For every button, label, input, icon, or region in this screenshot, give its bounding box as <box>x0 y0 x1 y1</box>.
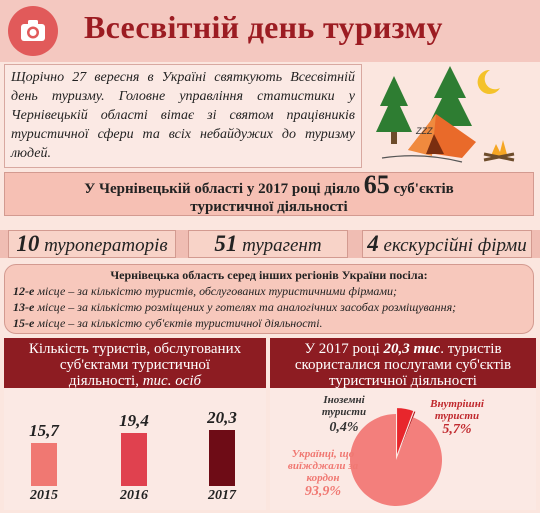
subjects-prefix: У Чернівецькій області у 2017 році діяло <box>84 181 361 197</box>
subjects-count: 65 <box>363 170 390 199</box>
left-title-line3a: діяльності, <box>68 373 139 389</box>
region-ranks: Чернівецька область серед інших регіонів… <box>4 264 534 334</box>
pie-label-domestic: Внутрішні туристи 5,7% <box>422 398 492 437</box>
right-title-c: . туристів <box>440 341 502 357</box>
pie-slice-0 <box>397 408 414 455</box>
camera-icon-badge <box>8 6 58 56</box>
left-panel-title: Кількість туристів, обслугованих суб'єкт… <box>4 338 266 389</box>
rank-text: місце – за кількістю суб'єктів туристичн… <box>37 316 323 330</box>
rank-place: 13-е <box>13 300 35 314</box>
bar-chart: 15,7 19,4 20,3 2015 2016 2017 <box>4 388 266 510</box>
bar-2015 <box>31 442 57 486</box>
subjects-suffix: суб'єктів <box>393 181 454 197</box>
camping-illustration: ZZZ <box>372 62 536 168</box>
moon-icon <box>477 69 500 94</box>
rank-place: 15-е <box>13 316 35 330</box>
pie-slice-1 <box>398 411 416 455</box>
right-panel-title: У 2017 році 20,3 тис. туристів скористал… <box>270 338 536 389</box>
ranks-heading: Чернівецька область серед інших регіонів… <box>110 268 428 282</box>
bar-value-label: 20,3 <box>207 408 237 428</box>
pie-label-domestic-line2: туристи <box>434 410 480 422</box>
subjects-band: У Чернівецькій області у 2017 році діяло… <box>4 172 534 216</box>
pie-chart: Внутрішні туристи 5,7% Іноземні туристи … <box>270 388 536 510</box>
header-banner <box>0 0 540 62</box>
right-title-a: У 2017 році <box>304 341 380 357</box>
right-title-b: 20,3 тис <box>383 341 441 357</box>
tree-icon <box>376 76 412 144</box>
pill-number: 10 <box>16 231 40 256</box>
right-title-line3: туристичної діяльності <box>329 373 477 389</box>
pie-value-domestic: 5,7% <box>442 422 472 437</box>
pie-label-outbound-line2: виїжджали за <box>287 460 359 472</box>
pie-label-foreign-line1: Іноземні <box>323 394 365 406</box>
pie-value-foreign: 0,4% <box>329 420 359 435</box>
pie-label-domestic-line1: Внутрішні <box>430 398 484 410</box>
pie-label-outbound-line1: Українці, що <box>291 448 355 460</box>
pie-slice-2 <box>350 414 442 506</box>
pill-excursion-firms: 4 екскурсійні фірми <box>362 230 532 258</box>
camera-icon <box>21 20 45 41</box>
bar-year-label: 2015 <box>30 488 58 503</box>
pill-label: екскурсійні фірми <box>383 235 527 256</box>
campfire-icon <box>483 140 515 162</box>
zzz-label: ZZZ <box>415 126 433 136</box>
pill-tour-operators: 10 туроператорів <box>8 230 176 258</box>
left-title-line1: Кількість туристів, обслугованих <box>28 341 242 357</box>
bar-value-label: 15,7 <box>29 420 59 440</box>
left-title-units: тис. осіб <box>142 373 202 389</box>
pill-label: турагент <box>242 235 322 256</box>
pill-travel-agents: 51 турагент <box>188 230 348 258</box>
page-title: Всесвітній день туризму <box>84 9 443 45</box>
rank-item: 12-е місце – за кількістю туристів, обсл… <box>13 283 525 299</box>
pill-number: 51 <box>214 231 238 256</box>
intro-text: Щорічно 27 вересня в Україні святкують В… <box>4 64 362 168</box>
pie-label-outbound: Українці, що виїжджали за кордон 93,9% <box>278 448 368 499</box>
bar-2017 <box>209 430 235 486</box>
rank-text: місце – за кількістю туристів, обслугова… <box>37 284 398 298</box>
pie-label-outbound-line3: кордон <box>306 472 340 484</box>
pie-label-foreign-line2: туристи <box>321 406 367 418</box>
pie-label-foreign: Іноземні туристи 0,4% <box>314 394 374 435</box>
pie-value-outbound: 93,9% <box>304 484 342 499</box>
pie-svg <box>350 408 442 506</box>
bar-year-label: 2016 <box>120 488 148 503</box>
rank-item: 13-е місце – за кількістю розміщених у г… <box>13 299 525 315</box>
right-title-line2: скористалися послугами суб'єктів <box>294 357 512 373</box>
subjects-line2: туристичної діяльності <box>190 199 348 215</box>
pill-label: туроператорів <box>44 235 168 256</box>
rank-text: місце – за кількістю розміщених у готеля… <box>37 300 457 314</box>
tent-icon <box>408 114 476 158</box>
bar-value-label: 19,4 <box>119 410 149 430</box>
bar-plot-area: 15,7 19,4 20,3 <box>4 388 266 486</box>
pill-number: 4 <box>367 231 379 256</box>
bar-2016 <box>121 432 147 486</box>
bar-year-label: 2017 <box>208 488 236 503</box>
left-title-line2: суб'єктами туристичної <box>59 357 211 373</box>
rank-item: 15-е місце – за кількістю суб'єктів тури… <box>13 315 525 331</box>
rank-place: 12-е <box>13 284 35 298</box>
